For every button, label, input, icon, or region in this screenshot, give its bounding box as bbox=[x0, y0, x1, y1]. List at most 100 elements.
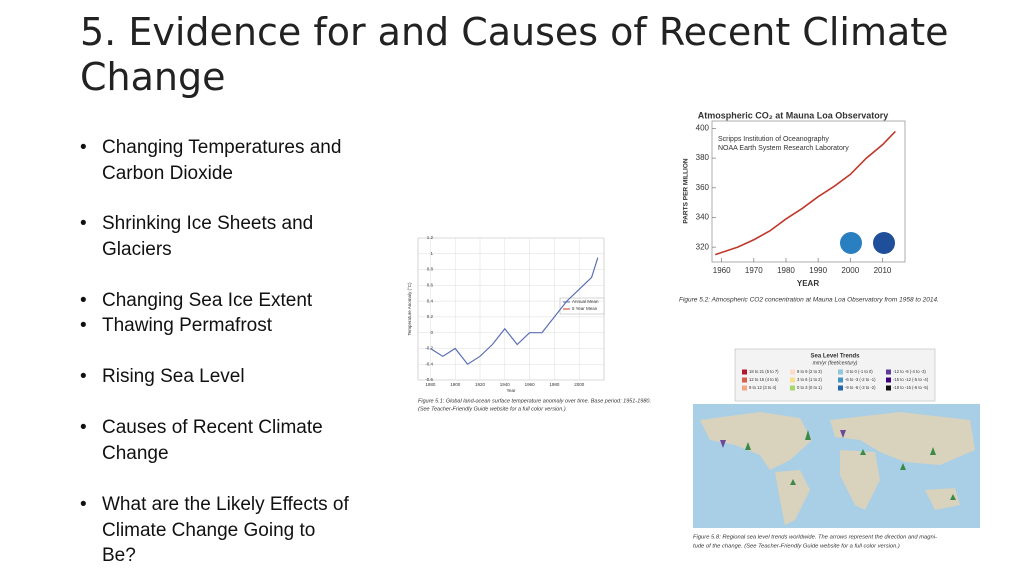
y-tick-label: 340 bbox=[696, 213, 710, 222]
x-axis-label: YEAR bbox=[797, 279, 819, 288]
legend-label: 18 to 21 (5 to 7) bbox=[749, 369, 779, 374]
co2-source: NOAA Earth System Research Laboratory bbox=[718, 145, 849, 152]
bullet-text: Thawing Permafrost bbox=[102, 315, 273, 336]
co2-plot-frame bbox=[711, 120, 906, 263]
sea-caption: Figure 5.8: Regional sea level trends wo… bbox=[693, 535, 937, 541]
legend-label: 0 to 3 (0 to 1) bbox=[797, 385, 823, 390]
legend-label: 9 to 9 (2 to 3) bbox=[797, 369, 823, 374]
sea-subtitle: mm/yr (feet/century) bbox=[813, 360, 858, 366]
legend-swatch bbox=[838, 377, 843, 383]
bullet-item: • Changing Sea Ice Extent bbox=[80, 288, 370, 314]
y-tick-label: -0.2 bbox=[425, 346, 433, 351]
legend-swatch bbox=[742, 377, 747, 383]
bullet-text: Causes of Recent Climate Change bbox=[102, 417, 323, 464]
bullet-text: Rising Sea Level bbox=[102, 366, 245, 387]
legend-label: -3 to 0 (-1 to 0) bbox=[845, 369, 873, 374]
temp-line bbox=[430, 257, 599, 366]
y-tick-label: 400 bbox=[696, 124, 710, 133]
legend-swatch bbox=[790, 377, 795, 383]
slide-title: 5. Evidence for and Causes of Recent Cli… bbox=[80, 10, 949, 99]
legend-swatch bbox=[790, 385, 795, 391]
legend-label: 12 to 15 (4 to 5) bbox=[749, 377, 779, 382]
bullet-text: Changing Temperatures and Carbon Dioxide bbox=[102, 137, 342, 184]
legend-label: 9 to 12 (3 to 4) bbox=[749, 385, 777, 390]
bullet-item: • Causes of Recent Climate Change bbox=[80, 415, 370, 466]
bullet-item: • Rising Sea Level bbox=[80, 364, 370, 390]
scripps-logo bbox=[840, 232, 862, 254]
x-tick-label: 2000 bbox=[574, 382, 585, 387]
sea-legend-box bbox=[734, 348, 936, 402]
x-tick-label: 1900 bbox=[450, 382, 461, 387]
co2-line bbox=[714, 130, 896, 256]
sea-caption: tude of the change. (See Teacher-Friendl… bbox=[693, 544, 900, 550]
bullet-dot: • bbox=[80, 315, 87, 336]
legend-label: -6 to -3 (-2 to -1) bbox=[845, 377, 876, 382]
legend-label: -15 to -12 (-5 to -4) bbox=[893, 377, 929, 382]
legend-swatch bbox=[838, 385, 843, 391]
y-tick-label: 0.4 bbox=[427, 298, 434, 303]
x-tick-label: 1980 bbox=[549, 382, 560, 387]
legend-swatch bbox=[886, 385, 891, 391]
legend-label: Annual Mean bbox=[572, 299, 599, 304]
y-tick-label: 0.2 bbox=[427, 314, 434, 319]
x-tick-label: 1960 bbox=[713, 266, 731, 275]
map-south-america bbox=[775, 470, 810, 525]
legend-swatch bbox=[790, 369, 795, 375]
map-africa bbox=[840, 450, 880, 510]
legend-label: -18 to -15 (-6 to -5) bbox=[893, 385, 929, 390]
y-tick-label: 360 bbox=[696, 183, 710, 192]
bullet-text: What are the Likely Effects of Climate C… bbox=[102, 494, 349, 566]
x-axis-label: Year bbox=[506, 388, 516, 393]
x-tick-label: 1980 bbox=[777, 266, 795, 275]
x-tick-label: 1970 bbox=[745, 266, 763, 275]
sea-title: Sea Level Trends bbox=[810, 354, 860, 360]
legend-label: -12 to -9 (-4 to -3) bbox=[893, 369, 926, 374]
y-axis-label: Temperature Anomaly (°C) bbox=[407, 282, 412, 336]
map-eurasia bbox=[830, 412, 975, 465]
x-tick-label: 1940 bbox=[500, 382, 511, 387]
x-tick-label: 2010 bbox=[874, 266, 892, 275]
y-tick-label: -0.6 bbox=[425, 377, 433, 382]
legend-swatch bbox=[838, 369, 843, 375]
bullet-item: • What are the Likely Effects of Climate … bbox=[80, 492, 370, 569]
co2-title: Atmospheric CO₂ at Mauna Loa Observatory bbox=[698, 110, 889, 120]
bullet-dot: • bbox=[80, 290, 87, 311]
bullet-item: • Changing Temperatures and Carbon Dioxid… bbox=[80, 135, 370, 186]
bullet-dot: • bbox=[80, 366, 87, 387]
legend-swatch bbox=[886, 377, 891, 383]
y-tick-label: 0.8 bbox=[427, 267, 434, 272]
y-tick-label: 1.2 bbox=[427, 235, 434, 240]
y-tick-label: 0 bbox=[430, 330, 433, 335]
noaa-logo bbox=[873, 232, 895, 254]
legend-label: 5 Year Mean bbox=[572, 306, 598, 311]
sea-arrows bbox=[720, 430, 956, 500]
temp-legend-box bbox=[559, 297, 605, 315]
map-australia bbox=[925, 488, 960, 510]
bullet-dot: • bbox=[80, 213, 87, 234]
legend-swatch bbox=[742, 385, 747, 391]
x-tick-label: 1880 bbox=[425, 382, 436, 387]
temp-caption: (See Teacher-Friendly Guide website for … bbox=[418, 406, 566, 412]
co2-figure-bg bbox=[678, 104, 906, 292]
y-tick-label: 380 bbox=[696, 153, 710, 162]
legend-label: -9 to -6 (-3 to -2) bbox=[845, 385, 876, 390]
x-tick-label: 1960 bbox=[525, 382, 536, 387]
bullet-dot: • bbox=[80, 494, 87, 515]
co2-caption: Figure 5.2: Atmospheric CO2 concentratio… bbox=[679, 297, 939, 304]
co2-source: Scripps Institution of Oceanography bbox=[718, 136, 829, 143]
x-tick-label: 2000 bbox=[841, 266, 859, 275]
y-tick-label: 1 bbox=[430, 251, 433, 256]
y-tick-label: 0.6 bbox=[427, 283, 434, 288]
temp-caption: Figure 5.1: Global land-ocean surface te… bbox=[418, 398, 651, 404]
map-north-america bbox=[700, 412, 812, 470]
legend-swatch bbox=[886, 369, 891, 375]
y-tick-label: -0.4 bbox=[425, 361, 433, 366]
bullet-text: Changing Sea Ice Extent bbox=[102, 290, 313, 311]
bullet-item: • Thawing Permafrost bbox=[80, 313, 370, 339]
y-axis-label: PARTS PER MILLION bbox=[683, 158, 690, 224]
bullet-text: Shrinking Ice Sheets and Glaciers bbox=[102, 213, 314, 260]
x-tick-label: 1990 bbox=[809, 266, 827, 275]
y-tick-label: 320 bbox=[696, 242, 710, 251]
